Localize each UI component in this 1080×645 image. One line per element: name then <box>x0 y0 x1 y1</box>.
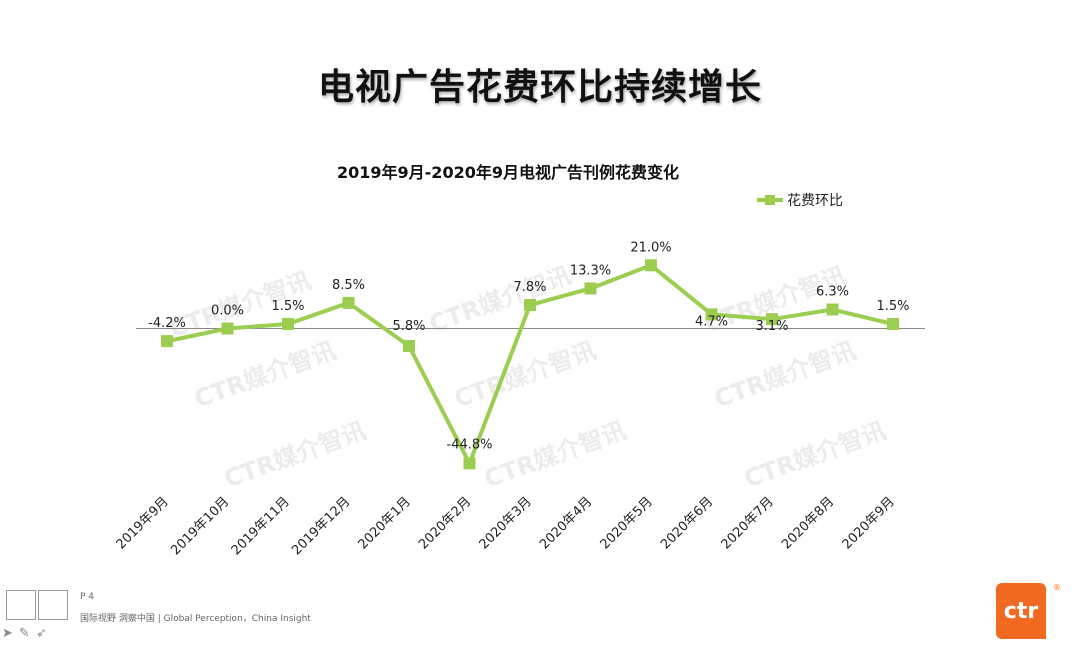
data-label: 1.5% <box>271 299 304 314</box>
slide-nav-icons[interactable]: ➤✎➶ <box>2 626 53 641</box>
x-tick-label: 2020年7月 <box>719 494 777 552</box>
legend: 花费环比 <box>757 193 843 209</box>
data-point-marker <box>403 339 415 352</box>
x-tick-label: 2019年12月 <box>289 494 353 558</box>
data-point-marker <box>584 282 597 295</box>
data-point-marker <box>524 299 536 312</box>
footer-tagline: 国际视野 洞察中国 | Global Perception，China Insi… <box>80 614 311 624</box>
x-tick-label: 2019年9月 <box>114 494 172 552</box>
legend-marker <box>765 195 775 205</box>
chart-title: 2019年9月-2020年9月电视广告刊例花费变化 <box>337 163 679 182</box>
certification-seal-icon <box>6 590 36 620</box>
page-number: P 4 <box>80 592 95 602</box>
data-point-marker <box>705 308 718 321</box>
data-label: 3.1% <box>755 319 788 334</box>
markers <box>161 259 899 470</box>
x-tick-label: 2020年5月 <box>598 494 656 552</box>
data-label: 5.8% <box>392 319 425 334</box>
data-point-marker <box>282 317 294 330</box>
data-label: 13.3% <box>570 263 611 278</box>
x-tick-label: 2020年1月 <box>356 494 414 552</box>
registered-mark: ® <box>1053 583 1061 592</box>
data-label: 6.3% <box>816 285 849 300</box>
x-tick-label: 2020年4月 <box>537 494 595 552</box>
x-tick-label: 2020年9月 <box>840 494 898 552</box>
data-label: 8.5% <box>332 278 365 293</box>
x-tick-label: 2019年11月 <box>229 494 293 558</box>
data-label: 1.5% <box>876 299 909 314</box>
x-tick-label: 2019年10月 <box>168 494 232 558</box>
data-label: 4.7% <box>695 314 728 329</box>
data-point-marker <box>887 317 899 330</box>
x-tick-label: 2020年8月 <box>779 494 837 552</box>
ctr-logo: ctr <box>996 583 1046 639</box>
certification-logos <box>6 590 68 620</box>
pen-icon[interactable]: ✎ <box>18 626 36 641</box>
slide-title: 电视广告花费环比持续增长 <box>317 67 762 108</box>
data-label: 0.0% <box>211 304 244 319</box>
certification-badge-icon <box>38 590 68 620</box>
data-point-marker <box>766 313 778 326</box>
data-point-marker <box>221 322 234 335</box>
x-tick-label: 2020年3月 <box>477 494 535 552</box>
data-label: -44.8% <box>447 437 493 452</box>
data-point-marker <box>463 457 476 470</box>
data-point-marker <box>826 303 839 316</box>
pointer-icon[interactable]: ➶ <box>35 626 53 641</box>
value-labels: -4.2% 0.0% 1.5% 8.5% 5.8% -44.8% 7.8% 13.3% 21.0… <box>148 240 909 452</box>
data-point-marker <box>342 296 355 309</box>
data-point-marker <box>161 335 173 348</box>
data-label: 7.8% <box>513 280 546 295</box>
data-point-marker <box>645 259 657 272</box>
arrow-icon[interactable]: ➤ <box>2 626 19 641</box>
x-tick-label: 2020年2月 <box>416 494 474 552</box>
x-tick-label: 2020年6月 <box>658 494 716 552</box>
data-label: -4.2% <box>148 316 186 331</box>
data-label: 21.0% <box>630 240 671 255</box>
legend-label: 花费环比 <box>787 193 843 209</box>
